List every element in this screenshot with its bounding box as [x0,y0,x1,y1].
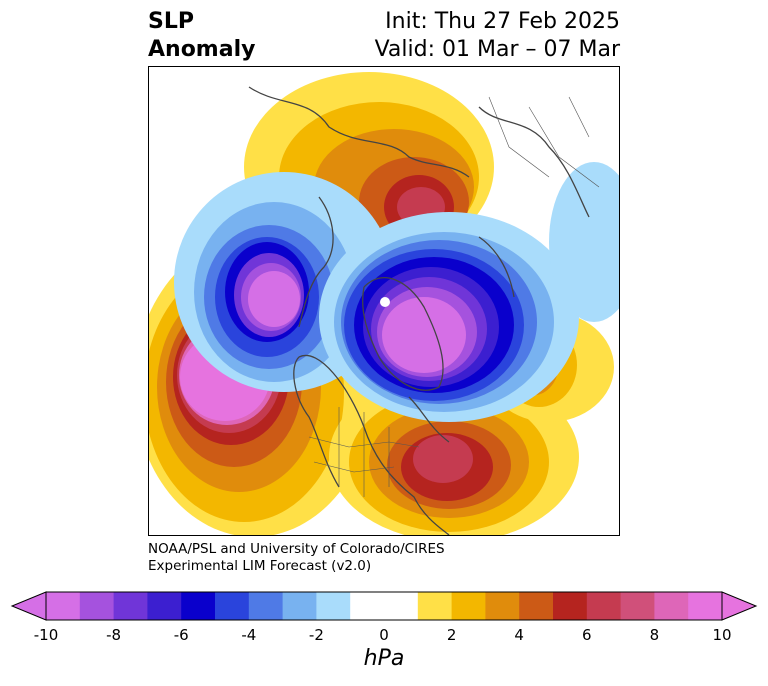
scandinavia-low [549,162,619,322]
colorbar-tick-label: -6 [173,626,189,644]
colorbar-tick-label: 2 [446,626,457,644]
colorbar-tick-label: -8 [106,626,122,644]
colorbar-segment [147,592,182,620]
colorbar-tick-label: 4 [514,626,524,644]
colorbar-segment [688,592,723,620]
colorbar-svg [10,591,758,621]
colorbar-under-arrow [10,591,47,621]
coastlines [248,86,590,535]
colorbar-tick-label: -10 [33,626,59,644]
map-canvas [149,72,619,535]
init-date: Init: Thu 27 Feb 2025 [385,9,620,34]
colorbar-segment [79,592,115,620]
colorbar [0,588,768,624]
colorbar-segment [384,592,419,620]
title-line-1: SLP [148,9,194,34]
colorbar-tick-label: 10 [712,626,732,644]
colorbar-segment [586,592,622,620]
colorbar-segment [620,592,655,620]
colorbar-segment [215,592,250,620]
colorbar-tick-label: 0 [379,626,389,644]
colorbar-segment [248,592,284,620]
title-line-2: Anomaly [148,37,256,62]
colorbar-over-arrow [721,591,758,621]
colorbar-segment [417,592,453,620]
colorbar-tick-label: -2 [308,626,324,644]
north-pole-marker [380,297,390,307]
colorbar-segment [519,592,554,620]
western-atlantic-high [329,372,579,535]
colorbar-segment [46,592,81,620]
colorbar-segment [485,592,520,620]
colorbar-tick-label: 8 [649,626,660,644]
data-credit: NOAA/PSL and University of Colorado/CIRE… [148,541,445,575]
credit-line-1: NOAA/PSL and University of Colorado/CIRE… [148,541,445,557]
colorbar-segment [451,592,486,620]
colorbar-segment [181,592,216,620]
colorbar-segment [316,592,351,620]
colorbar-segment [654,592,689,620]
colorbar-ticks: -10 -8 -6 -4 -2 0 2 4 6 8 10 [0,626,768,646]
colorbar-segment [282,592,317,620]
colorbar-segment [553,592,588,620]
valid-range: Valid: 01 Mar – 07 Mar [374,37,620,62]
colorbar-unit: hPa [363,646,405,671]
forecast-dates: Init: Thu 27 Feb 2025 Valid: 01 Mar – 07… [375,8,620,64]
colorbar-tick-label: -4 [241,626,257,644]
map-title: SLP Anomaly [148,8,255,64]
arctic-greenland-low [319,212,579,422]
colorbar-segment [350,592,385,620]
colorbar-border [45,591,723,621]
political-borders [308,96,600,497]
colorbar-segment [113,592,148,620]
slp-anomaly-map [148,66,620,536]
credit-line-2: Experimental LIM Forecast (v2.0) [148,558,372,574]
colorbar-tick-label: 6 [582,626,592,644]
